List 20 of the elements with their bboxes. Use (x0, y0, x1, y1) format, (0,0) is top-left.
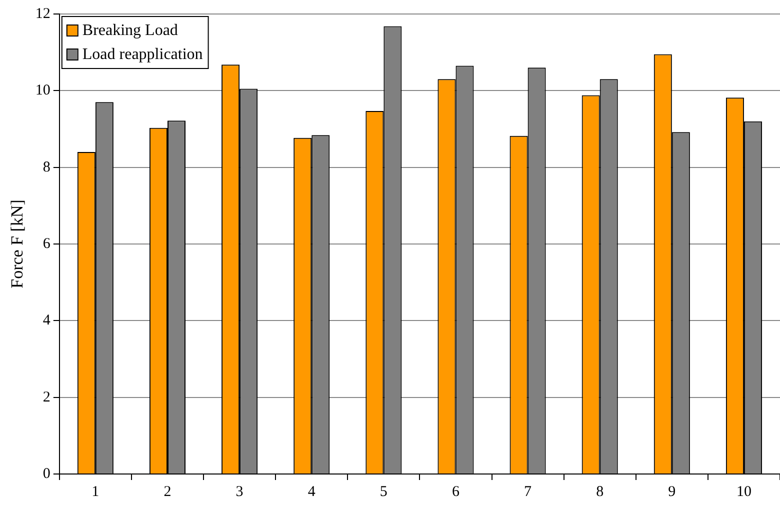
y-tick-label: 2 (42, 389, 50, 406)
y-tick-label: 4 (42, 312, 51, 329)
x-tick-label: 10 (736, 484, 752, 500)
x-tick-label: 8 (596, 484, 604, 500)
legend-label: Load reapplication (82, 46, 203, 64)
x-tick-label: 2 (164, 484, 172, 500)
x-tick-label: 5 (380, 484, 388, 500)
y-axis-title: Force F [kN] (8, 200, 27, 288)
x-tick-label: 9 (668, 484, 676, 500)
x-tick-label: 6 (452, 484, 460, 500)
y-tick-label: 8 (42, 159, 50, 176)
x-tick-label: 7 (524, 484, 532, 500)
x-tick-label: 1 (92, 484, 100, 500)
y-tick-label: 10 (35, 82, 50, 99)
x-tick-label: 3 (236, 484, 244, 500)
legend-label: Breaking Load (82, 22, 178, 40)
x-tick-label: 4 (308, 484, 316, 500)
y-tick-label: 12 (35, 6, 50, 22)
y-tick-label: 0 (42, 466, 50, 482)
y-tick-label: 6 (42, 236, 51, 252)
